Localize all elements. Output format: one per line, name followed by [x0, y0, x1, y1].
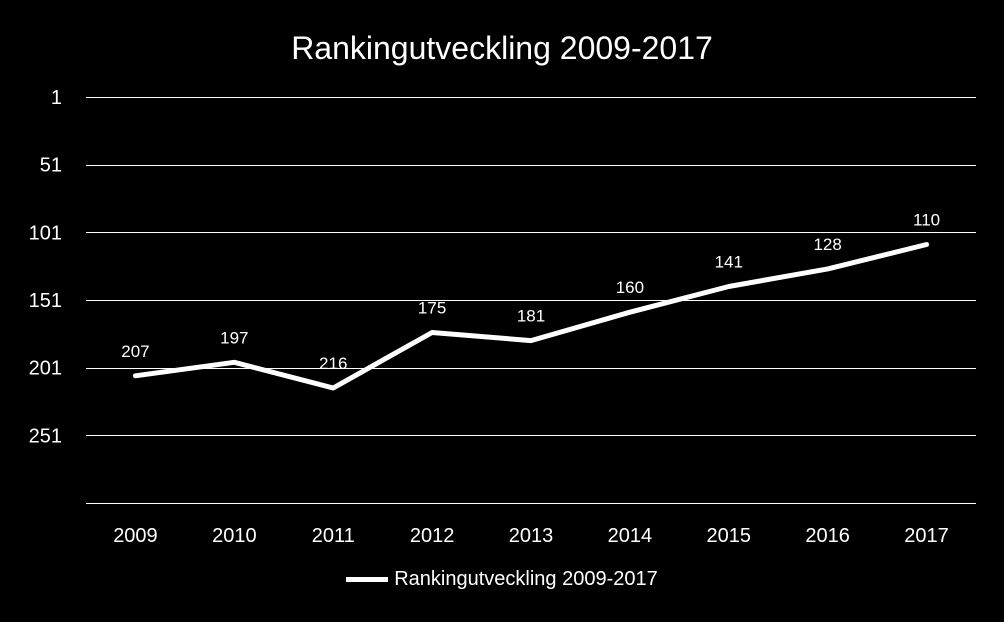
- chart-title: Rankingutveckling 2009-2017: [291, 30, 713, 66]
- x-tick-label: 2011: [312, 525, 355, 547]
- x-tick-label: 2013: [509, 525, 554, 547]
- data-label: 181: [517, 307, 545, 326]
- x-tick-label: 2017: [904, 525, 949, 547]
- data-label: 110: [913, 211, 940, 230]
- data-label-layer: 207 197 216 175 181 160 141 128 110: [121, 211, 940, 373]
- legend-swatch: [346, 576, 389, 582]
- x-axis: 2009 2010 2011 2012 2013 2014 2015 2016 2017: [113, 525, 949, 547]
- grid-layer: [86, 97, 976, 504]
- data-label: 141: [715, 252, 743, 271]
- x-tick-label: 2014: [608, 525, 653, 547]
- legend-label: Rankingutveckling 2009-2017: [394, 567, 658, 590]
- series-layer: [132, 242, 930, 391]
- x-tick-label: 2016: [805, 525, 850, 547]
- x-tick-label: 2009: [113, 525, 158, 547]
- y-tick-label: 51: [40, 155, 62, 177]
- series-line: [132, 242, 930, 391]
- data-label: 128: [813, 235, 841, 254]
- data-label: 197: [220, 328, 248, 347]
- x-tick-label: 2012: [410, 525, 455, 547]
- y-tick-label: 201: [29, 358, 62, 380]
- legend: Rankingutveckling 2009-2017: [0, 565, 1004, 593]
- y-tick-label: 251: [29, 425, 62, 447]
- data-label: 175: [418, 298, 446, 317]
- x-tick-label: 2010: [212, 525, 257, 547]
- data-label: 160: [616, 278, 644, 297]
- y-tick-label: 1: [51, 87, 62, 109]
- y-tick-label: 151: [29, 290, 62, 312]
- data-label: 207: [121, 342, 149, 361]
- y-tick-label: 101: [29, 222, 62, 244]
- x-tick-label: 2015: [707, 525, 752, 547]
- data-label: 216: [319, 354, 347, 373]
